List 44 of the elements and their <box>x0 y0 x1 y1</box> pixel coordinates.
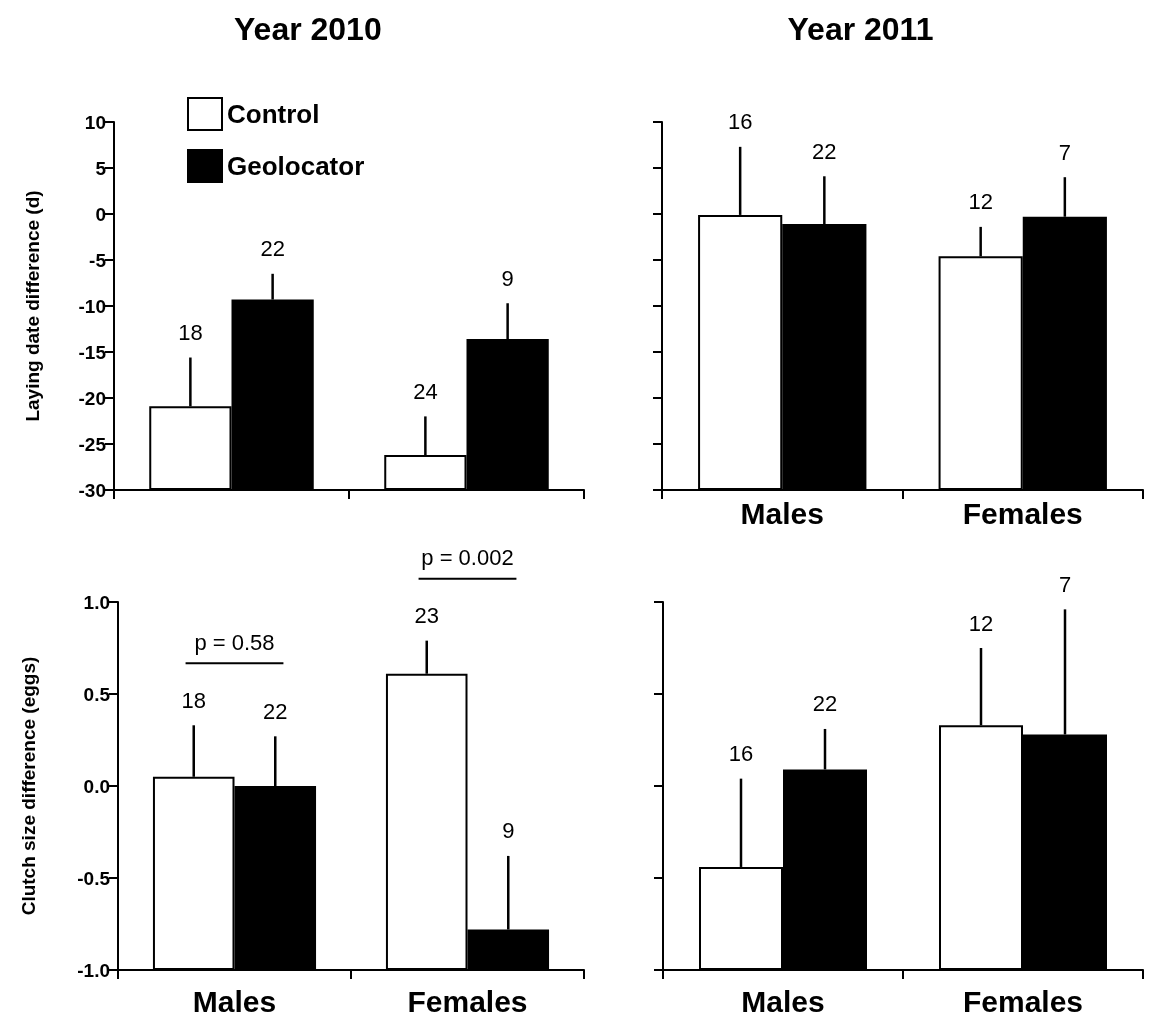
text: p = 0.002 <box>421 545 514 571</box>
annotation: 16 <box>728 741 754 767</box>
annotation: 7 <box>1058 139 1071 165</box>
annotation: 18 <box>181 687 206 713</box>
chart-title: Year 2010 <box>234 11 382 47</box>
annotation: 16 <box>727 109 753 135</box>
y-axis-title: Clutch size difference (eggs) <box>18 656 39 916</box>
y-tick-label: 0.5 <box>83 683 111 705</box>
annotation: 22 <box>812 138 837 164</box>
chart-title: Year 2011 <box>787 11 934 47</box>
y-tick-label: -0.5 <box>77 867 111 889</box>
y-tick-label: -15 <box>78 341 107 363</box>
annotation: 22 <box>260 236 285 262</box>
y-tick-label: 10 <box>84 111 106 133</box>
y-tick-label: -1.0 <box>77 959 110 981</box>
x-tick-label: Females <box>962 496 1083 530</box>
y-tick-label: 0 <box>95 203 106 225</box>
annotation: p = 0.58 <box>194 629 275 655</box>
annotation: 22 <box>812 691 838 717</box>
y-tick-label: -10 <box>78 295 106 317</box>
y-tick-label: 5 <box>95 157 107 179</box>
annotation: 9 <box>501 265 514 291</box>
y-axis-title: Laying date difference (d) <box>22 190 43 422</box>
y-tick-label: -5 <box>89 249 107 271</box>
y-tick-label: -20 <box>78 387 106 409</box>
x-tick-label: Males <box>192 984 277 1018</box>
y-tick-label: 0.0 <box>83 775 110 797</box>
x-tick-label: Females <box>407 984 528 1018</box>
x-tick-label: Males <box>740 496 824 530</box>
annotation: 22 <box>263 698 288 724</box>
y-tick-label: -30 <box>78 479 106 501</box>
y-tick-label: -25 <box>78 433 107 455</box>
x-tick-label: Males <box>741 984 825 1018</box>
annotation: 12 <box>968 610 994 636</box>
annotation: 9 <box>502 818 515 844</box>
annotation: 23 <box>414 603 439 629</box>
legend-label: Control <box>227 99 320 129</box>
x-tick-label: Females <box>962 984 1084 1018</box>
annotation: 18 <box>178 320 203 346</box>
legend-label: Geolocator <box>227 151 365 181</box>
annotation: 24 <box>413 378 438 404</box>
annotation: 12 <box>968 189 993 215</box>
y-tick-label: 1.0 <box>83 591 110 613</box>
text: 7 <box>1058 571 1072 597</box>
